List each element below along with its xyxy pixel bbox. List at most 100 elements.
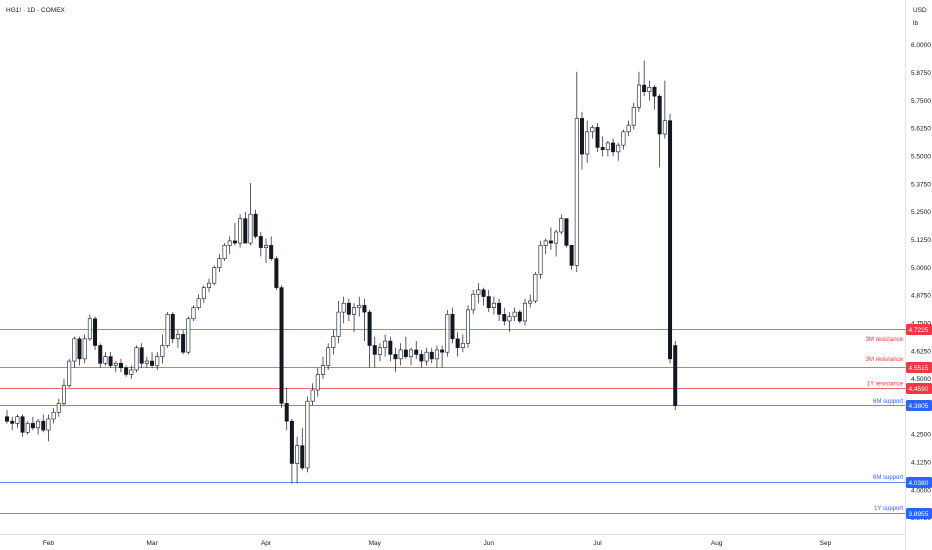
- level-price-tag-text: 4.0380: [909, 480, 929, 487]
- candle-body-up: [56, 403, 61, 413]
- candle-body-down: [269, 245, 274, 259]
- symbol-title: HG1! · 1D · COMEX: [6, 7, 66, 14]
- candle-body-up: [434, 349, 439, 360]
- time-tick-label: Mar: [146, 540, 158, 547]
- candle-body-up: [554, 231, 559, 244]
- candle-body-down: [569, 245, 574, 266]
- candle-body-up: [409, 349, 414, 357]
- candle-body-down: [548, 240, 553, 244]
- candle-body-up: [72, 338, 77, 362]
- level-price-tag: [906, 324, 932, 335]
- candle-body-down: [108, 356, 113, 366]
- candle-body-up: [165, 314, 170, 346]
- candle-body-up: [398, 349, 403, 360]
- candle-body-up: [46, 418, 51, 431]
- candle-body-up: [212, 267, 217, 284]
- candles: [5, 60, 678, 484]
- candle-body-up: [647, 86, 652, 93]
- time-tick-label: Aug: [711, 540, 723, 547]
- candle-body-down: [181, 334, 186, 353]
- candle-body-down: [243, 218, 248, 244]
- currency-label[interactable]: USD: [913, 7, 927, 14]
- unit-label[interactable]: lb: [913, 20, 918, 27]
- price-tick-label: 4.8750: [911, 293, 931, 300]
- candle-body-down: [652, 86, 657, 97]
- candle-body-up: [621, 131, 626, 146]
- candle-body-up: [341, 302, 346, 313]
- candle-body-down: [289, 420, 294, 464]
- level-label: 3M resistance: [866, 357, 904, 363]
- price-tick-label: 5.8750: [911, 70, 931, 77]
- candle-body-up: [144, 360, 149, 364]
- level-price-tag-text: 3.8955: [909, 511, 929, 518]
- candle-body-up: [522, 302, 527, 322]
- candle-body-down: [600, 147, 605, 150]
- level-price-tag-text: 4.5515: [909, 365, 929, 372]
- candle-body-up: [175, 334, 180, 340]
- price-tick-label: 5.0000: [911, 265, 931, 272]
- candle-body-up: [491, 302, 496, 308]
- candle-body-up: [471, 293, 476, 311]
- candle-body-down: [579, 118, 584, 155]
- candle-body-down: [673, 345, 678, 406]
- candle-body-down: [486, 296, 491, 308]
- candle-body-up: [227, 240, 232, 246]
- candle-body-up: [326, 347, 331, 366]
- candle-body-down: [170, 314, 175, 340]
- candle-body-up: [445, 314, 450, 353]
- candle-body-up: [191, 307, 196, 320]
- candle-body-up: [383, 340, 388, 349]
- candle-body-down: [232, 240, 237, 244]
- candle-body-up: [222, 245, 227, 259]
- level-price-tags: 4.7225 4.5515 4.4590 4.3805 4.0380 3.8955: [906, 324, 932, 519]
- candle-body-up: [238, 218, 243, 244]
- time-axis[interactable]: Feb Mar Apr May Jun Jul Aug Sep: [43, 540, 832, 547]
- candle-body-down: [497, 302, 502, 315]
- time-tick-label: May: [369, 540, 382, 547]
- candle-body-down: [20, 416, 25, 433]
- candle-body-up: [460, 342, 465, 349]
- candle-body-down: [253, 213, 258, 237]
- level-price-tag: [906, 383, 932, 394]
- candle-body-up: [605, 142, 610, 150]
- level-price-tag-text: 4.4590: [909, 386, 929, 393]
- candle-body-down: [118, 363, 123, 369]
- candle-body-up: [82, 338, 87, 360]
- candle-body-up: [160, 345, 165, 357]
- candle-body-down: [419, 354, 424, 362]
- level-label: 1Y resistance: [867, 381, 904, 387]
- price-tick-label: 5.5000: [911, 153, 931, 160]
- candle-body-down: [93, 318, 98, 346]
- price-tick-label: 5.6250: [911, 126, 931, 133]
- candle-body-down: [372, 345, 377, 355]
- candle-body-up: [533, 273, 538, 302]
- candle-body-up: [585, 131, 590, 155]
- candle-body-up: [129, 369, 134, 375]
- level-price-tag: [906, 508, 932, 519]
- candle-body-up: [201, 287, 206, 300]
- candle-body-up: [377, 347, 382, 355]
- candle-body-up: [331, 336, 336, 349]
- candle-body-down: [657, 95, 662, 135]
- candle-body-up: [662, 120, 667, 135]
- level-price-tag: [906, 400, 932, 411]
- candle-body-down: [150, 360, 155, 366]
- level-label: 6M support: [873, 399, 903, 405]
- candle-body-down: [284, 403, 289, 422]
- price-tick-label: 4.1250: [911, 460, 931, 467]
- level-price-tag-text: 4.3805: [909, 403, 929, 410]
- candle-body-up: [616, 144, 621, 153]
- candle-body-up: [574, 118, 579, 266]
- candle-body-up: [248, 213, 253, 244]
- time-tick-label: Apr: [261, 540, 272, 547]
- candle-body-down: [124, 367, 129, 375]
- candle-body-down: [41, 420, 46, 431]
- price-tick-label: 4.0000: [911, 487, 931, 494]
- candle-body-up: [626, 124, 631, 133]
- candle-body-down: [367, 311, 372, 346]
- candle-body-up: [336, 311, 341, 337]
- level-price-tag-text: 4.7225: [909, 327, 929, 334]
- candle-body-down: [403, 349, 408, 357]
